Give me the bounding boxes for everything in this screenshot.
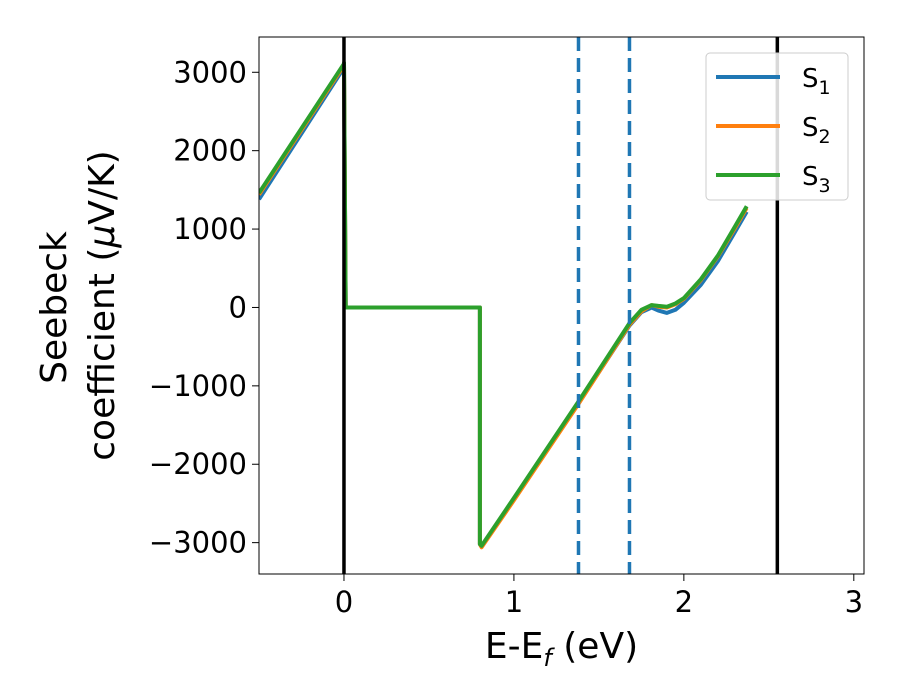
x-axis-label: E-Ef (eV) bbox=[485, 626, 638, 672]
x-tick-label: 3 bbox=[845, 585, 863, 619]
y-tick-label: −2000 bbox=[149, 447, 247, 481]
x-tick-label: 2 bbox=[675, 585, 693, 619]
y-tick-label: 0 bbox=[229, 290, 247, 324]
y-axis-label-line2: coefficient (μV/K) bbox=[82, 150, 123, 460]
y-tick-label: 2000 bbox=[173, 134, 247, 168]
legend-label-s2: S2 bbox=[802, 113, 831, 148]
y-tick-label: −1000 bbox=[149, 369, 247, 403]
legend-label-s3: S3 bbox=[802, 162, 831, 197]
y-tick-label: 1000 bbox=[173, 212, 247, 246]
x-tick-label: 0 bbox=[335, 585, 353, 619]
plot-area-frame bbox=[258, 36, 865, 575]
y-axis-label: Seebeck coefficient (μV/K) bbox=[34, 150, 123, 460]
y-tick-label: −3000 bbox=[149, 526, 247, 560]
x-tick-label: 1 bbox=[505, 585, 523, 619]
legend-label-s1: S1 bbox=[802, 64, 831, 99]
series-line-s3 bbox=[259, 60, 749, 548]
legend: S1 S2 S3 bbox=[705, 52, 849, 201]
y-axis-label-line1: Seebeck bbox=[34, 231, 75, 384]
y-tick-label: 3000 bbox=[173, 55, 247, 89]
